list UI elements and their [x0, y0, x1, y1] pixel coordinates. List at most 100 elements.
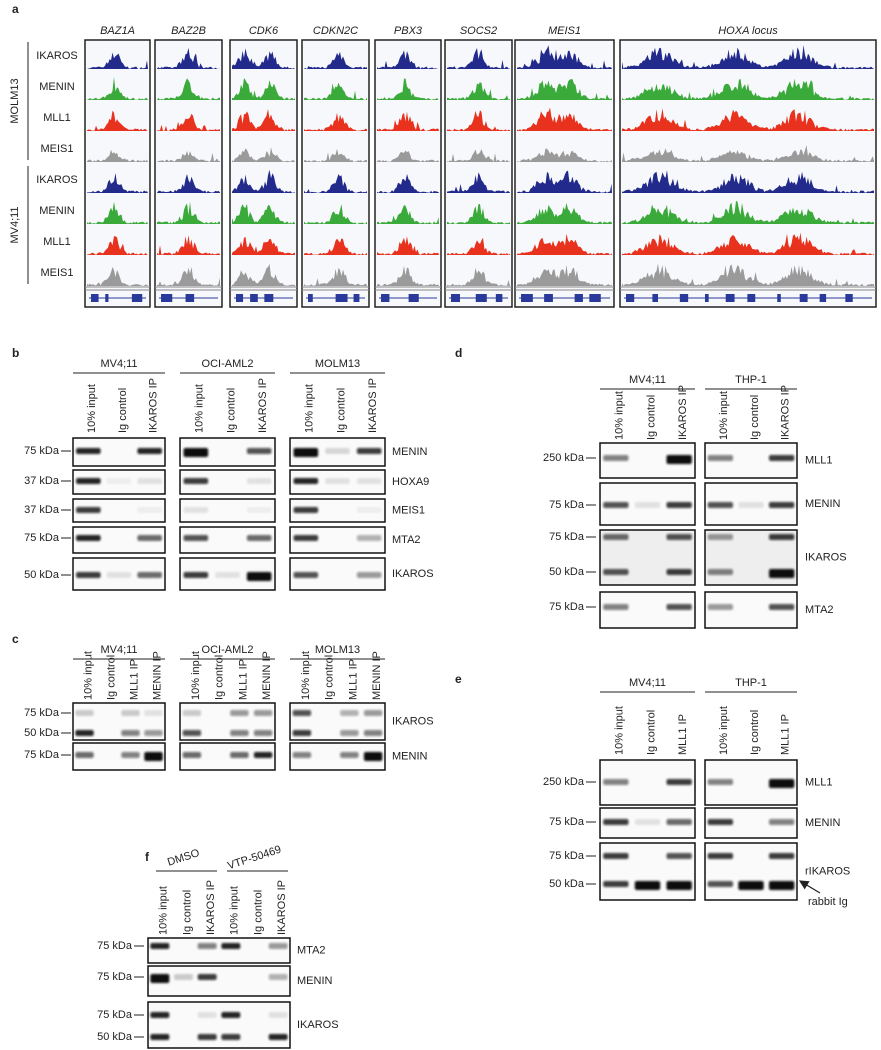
cell-line-label: MV4;11: [100, 644, 137, 656]
band: [666, 604, 692, 610]
lane-label: MLL1 IP: [347, 659, 359, 700]
exon: [91, 294, 99, 302]
exon: [652, 294, 659, 302]
coverage-track: [232, 263, 295, 286]
coverage-track: [304, 204, 367, 224]
marker-label: 75 kDa: [24, 707, 60, 719]
coverage-track: [377, 265, 439, 286]
band: [356, 478, 382, 484]
panel-label: b: [12, 346, 19, 360]
band: [150, 974, 170, 983]
band: [197, 1012, 217, 1018]
coverage-track: [517, 45, 612, 69]
coverage-track: [87, 149, 148, 162]
exon: [161, 294, 173, 302]
coverage-track: [377, 150, 439, 162]
cell-line-label: OCI-AML2: [202, 644, 254, 656]
band: [666, 819, 692, 825]
coverage-track: [622, 263, 874, 286]
protein-label: IKAROS: [392, 568, 434, 580]
band: [293, 507, 319, 513]
coverage-track: [517, 170, 612, 193]
lane-label: 10% input: [82, 651, 94, 700]
track-label: MENIN: [39, 205, 75, 217]
marker-label: 75 kDa: [549, 601, 585, 613]
coverage-track: [157, 78, 220, 100]
coverage-track: [232, 169, 295, 193]
coverage-track: [447, 237, 510, 255]
marker-label: 50 kDa: [24, 727, 60, 739]
band: [144, 730, 163, 736]
coverage-track: [157, 266, 220, 286]
band: [197, 943, 217, 949]
panel-label: a: [12, 2, 19, 16]
exon: [335, 294, 348, 302]
exon: [589, 294, 601, 302]
protein-label: MENIN: [805, 817, 841, 829]
protein-label: MENIN: [392, 446, 428, 458]
coverage-track: [447, 110, 510, 131]
band: [603, 569, 629, 575]
exon: [105, 294, 109, 302]
coverage-track: [87, 267, 148, 286]
cell-line-label: THP-1: [735, 374, 767, 386]
lane-label: IKAROS IP: [677, 385, 689, 440]
protein-label: MTA2: [805, 604, 834, 616]
coverage-track: [447, 204, 510, 224]
marker-label: 50 kDa: [24, 569, 60, 581]
band: [230, 730, 249, 736]
exon: [845, 294, 853, 302]
exon: [131, 294, 143, 302]
exon: [521, 294, 533, 302]
coverage-track: [447, 48, 510, 69]
band: [769, 569, 795, 578]
band: [144, 752, 163, 761]
protein-label: IKAROS: [392, 715, 434, 727]
coverage-track: [377, 50, 439, 69]
marker-label: 75 kDa: [97, 940, 133, 952]
coverage-track: [517, 264, 612, 286]
band: [603, 779, 629, 785]
band: [183, 507, 209, 513]
band: [268, 1034, 288, 1040]
blot-frame: [599, 842, 696, 901]
band: [144, 710, 163, 716]
marker-label: 75 kDa: [24, 445, 60, 457]
protein-label: IKAROS: [805, 551, 847, 563]
band: [707, 502, 733, 508]
group-label: MV4;11: [9, 206, 21, 243]
band: [707, 604, 733, 610]
marker-label: 50 kDa: [549, 878, 585, 890]
coverage-track: [232, 109, 295, 131]
cell-line-label: OCI-AML2: [202, 358, 254, 370]
coverage-track: [304, 267, 367, 286]
gene-label: BAZ1A: [100, 25, 135, 37]
band: [137, 572, 162, 578]
lane-label: Ig control: [105, 655, 117, 700]
lane-label: Ig control: [749, 395, 761, 440]
lane-label: 10% input: [86, 384, 98, 433]
track-box: [84, 39, 151, 308]
lane-label: IKAROS IP: [257, 378, 269, 433]
band: [76, 535, 101, 541]
band: [603, 604, 629, 610]
protein-label: rIKAROS: [805, 865, 850, 877]
band: [293, 448, 319, 457]
coverage-track: [232, 147, 295, 162]
band: [603, 455, 629, 461]
protein-label: MEIS1: [392, 504, 425, 516]
band: [293, 478, 319, 484]
marker-label: 75 kDa: [97, 1009, 133, 1021]
coverage-track: [622, 78, 874, 100]
lane-label: IKAROS IP: [367, 378, 379, 433]
lane-label: MENIN IP: [261, 651, 273, 700]
band: [356, 572, 382, 578]
band: [603, 853, 629, 859]
marker-label: 75 kDa: [549, 531, 585, 543]
band: [268, 943, 288, 949]
lane-label: MENIN IP: [151, 651, 163, 700]
band: [666, 569, 692, 575]
coverage-track: [622, 45, 874, 69]
band: [197, 974, 217, 980]
